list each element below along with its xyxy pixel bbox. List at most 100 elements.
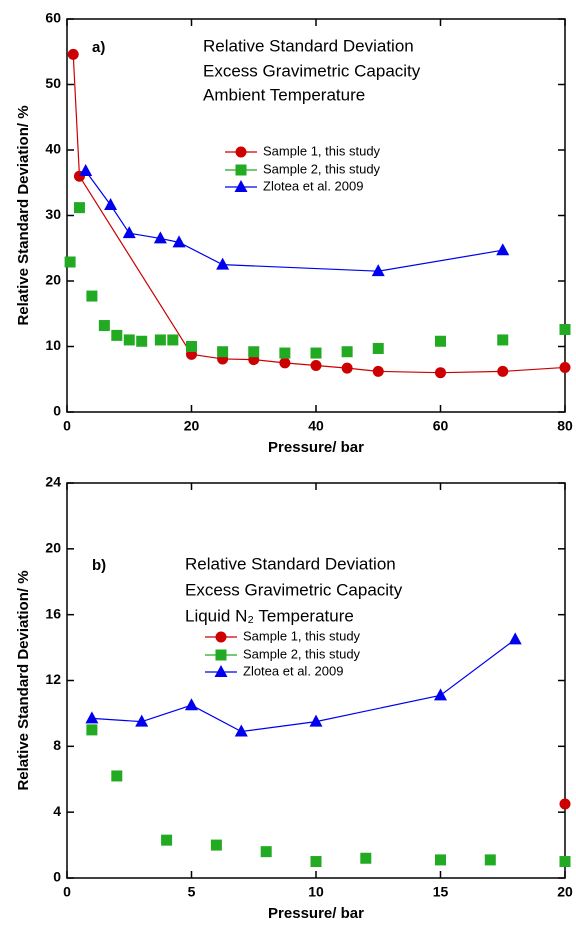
y-tick-label: 20 xyxy=(45,272,61,288)
y-tick-label: 50 xyxy=(45,75,61,91)
marker xyxy=(559,856,571,868)
marker xyxy=(235,146,247,158)
y-tick-label: 0 xyxy=(53,403,61,419)
marker xyxy=(279,347,291,359)
marker xyxy=(217,346,229,358)
marker xyxy=(98,320,110,332)
x-tick-label: 80 xyxy=(557,418,573,434)
marker xyxy=(136,335,148,347)
marker xyxy=(310,856,322,868)
marker xyxy=(559,323,571,335)
annotation: Relative Standard Deviation xyxy=(185,554,396,573)
marker xyxy=(235,164,247,176)
y-tick-label: 0 xyxy=(53,869,61,885)
legend-label: Zlotea et al. 2009 xyxy=(243,663,343,678)
legend-label: Sample 1, this study xyxy=(243,628,361,643)
y-tick-label: 20 xyxy=(45,540,61,556)
marker xyxy=(86,724,98,736)
marker xyxy=(234,180,248,192)
marker xyxy=(186,341,197,352)
marker xyxy=(559,361,571,373)
y-axis-label: Relative Standard Deviation/ % xyxy=(15,570,32,790)
marker xyxy=(434,688,447,701)
annotation: Excess Gravimetric Capacity xyxy=(203,61,421,80)
marker xyxy=(86,290,98,302)
marker xyxy=(435,335,446,347)
marker xyxy=(85,711,99,724)
y-axis-label: Relative Standard Deviation/ % xyxy=(15,105,32,325)
marker xyxy=(154,334,166,346)
x-tick-label: 0 xyxy=(63,884,71,900)
marker xyxy=(104,198,118,211)
marker xyxy=(341,362,353,374)
panel-label: b) xyxy=(92,557,106,574)
legend-label: Sample 2, this study xyxy=(263,161,381,176)
marker xyxy=(185,698,198,711)
annotation: Liquid N₂ Temperature xyxy=(185,606,354,625)
annotation: Ambient Temperature xyxy=(203,85,365,104)
marker xyxy=(496,243,510,256)
marker xyxy=(123,334,135,346)
marker xyxy=(360,852,372,864)
marker xyxy=(341,346,353,358)
marker xyxy=(153,231,167,244)
marker xyxy=(214,665,228,677)
marker xyxy=(73,202,85,214)
x-tick-label: 60 xyxy=(433,418,449,434)
marker xyxy=(559,798,571,810)
y-tick-label: 4 xyxy=(53,803,61,819)
marker xyxy=(497,365,509,377)
legend-label: Sample 1, this study xyxy=(263,143,381,158)
marker xyxy=(371,264,385,277)
marker xyxy=(260,846,272,858)
annotation: Excess Gravimetric Capacity xyxy=(185,580,403,599)
y-tick-label: 12 xyxy=(45,671,61,687)
plot-frame xyxy=(66,482,566,879)
marker xyxy=(435,367,446,379)
x-axis-label: Pressure/ bar xyxy=(268,439,364,456)
x-tick-label: 20 xyxy=(557,884,573,900)
marker xyxy=(111,770,123,782)
marker xyxy=(372,342,384,354)
series-line xyxy=(72,54,566,374)
marker xyxy=(215,631,227,643)
marker xyxy=(111,329,123,341)
legend-label: Sample 2, this study xyxy=(243,646,361,661)
marker xyxy=(508,632,522,645)
marker xyxy=(161,834,173,846)
y-tick-label: 24 xyxy=(45,474,61,490)
legend-label: Zlotea et al. 2009 xyxy=(263,178,363,193)
y-tick-label: 40 xyxy=(45,141,61,157)
x-tick-label: 15 xyxy=(433,884,449,900)
x-tick-label: 40 xyxy=(308,418,324,434)
x-tick-label: 0 xyxy=(63,418,71,434)
marker xyxy=(64,256,76,268)
marker xyxy=(248,346,260,358)
marker xyxy=(172,235,186,248)
marker xyxy=(216,257,230,270)
marker xyxy=(484,854,496,866)
marker xyxy=(135,714,149,727)
marker xyxy=(497,334,509,346)
x-tick-label: 5 xyxy=(188,884,196,900)
y-tick-label: 10 xyxy=(45,337,61,353)
marker xyxy=(67,48,79,60)
annotation: Relative Standard Deviation xyxy=(203,36,414,55)
y-tick-label: 8 xyxy=(53,737,61,753)
marker xyxy=(372,365,384,377)
marker xyxy=(310,347,322,359)
marker xyxy=(215,649,227,661)
marker xyxy=(234,724,248,737)
marker xyxy=(435,854,446,866)
marker xyxy=(167,334,179,346)
panel-label: a) xyxy=(92,39,105,56)
marker xyxy=(79,163,93,176)
marker xyxy=(122,226,136,239)
marker xyxy=(279,357,291,369)
y-tick-label: 16 xyxy=(45,605,61,621)
marker xyxy=(309,714,323,727)
y-tick-label: 30 xyxy=(45,206,61,222)
marker xyxy=(210,839,222,851)
x-tick-label: 10 xyxy=(308,884,324,900)
